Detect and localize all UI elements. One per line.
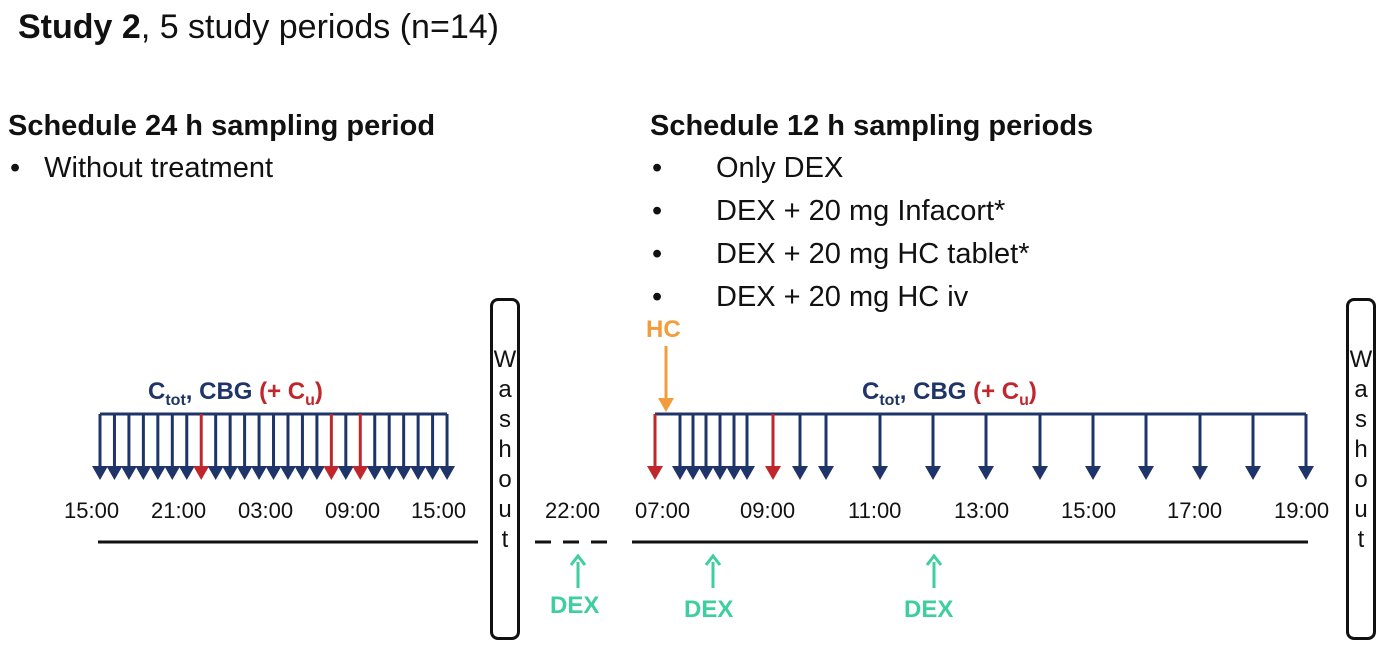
washout-letter: o [1354,466,1368,493]
sampling-arrow-head [381,466,398,480]
washout-letter: a [498,376,512,403]
sampling-arrow-head [236,466,253,480]
sampling-arrow-head [135,466,152,480]
right-heading: Schedule 12 h sampling periods [650,110,1094,142]
sampling-arrow-head [1192,466,1208,480]
washout-letter: t [501,526,509,553]
washout-letter: s [1355,406,1367,433]
sampling-label-right: Ctot, CBG (+ Cu) [862,378,1037,409]
sampling-arrow-head [1298,466,1314,480]
sampling-arrow-head [294,466,311,480]
sampling-arrow-head [251,466,268,480]
washout-letter: h [1354,436,1368,463]
washout-letter: o [498,466,512,493]
dex-arrow-head [704,553,722,566]
page-title: Study 2, 5 study periods (n=14) [18,8,499,46]
washout-letter: u [1354,496,1368,523]
dex-label: DEX [550,592,600,619]
sampling-arrow-head [337,466,354,480]
sampling-arrow-head [106,466,123,480]
tick-label: 19:00 [1274,498,1330,523]
tick-label: 21:00 [151,498,207,523]
sampling-arrow-head [222,466,239,480]
sampling-arrow-head [712,466,728,480]
sampling-arrow-head [978,466,994,480]
dex-label: DEX [904,596,954,623]
washout-letter: W [1349,346,1373,373]
sampling-arrow-head [410,466,427,480]
tick-label: 15:00 [64,498,120,523]
sampling-arrow-head [265,466,282,480]
sampling-arrow-head [120,466,137,480]
right-item: • Only DEX [652,152,844,184]
sampling-arrow-head [792,466,808,480]
hc-label: HC [646,316,681,343]
sampling-arrow-head [765,466,781,480]
sampling-arrow-head [308,466,325,480]
sampling-arrow-head [1085,466,1101,480]
sampling-arrow-head [366,466,383,480]
sampling-arrow-head [352,466,369,480]
dex-label: DEX [684,596,734,623]
sampling-arrow-head [726,466,742,480]
sampling-arrow-head [739,466,755,480]
sampling-arrow-head [1032,466,1048,480]
tick-label: 15:00 [411,498,467,523]
washout-letter: t [1357,526,1365,553]
sampling-arrow-head [279,466,296,480]
sampling-arrow-head [193,466,210,480]
sampling-arrow-head [647,466,663,480]
sampling-arrow-head [149,466,166,480]
washout-letter: h [498,436,512,463]
right-item: • DEX + 20 mg Infacort* [652,195,1006,227]
tick-label: 09:00 [325,498,381,523]
washout-letter: a [1354,376,1368,403]
tick-label: 07:00 [635,498,691,523]
dex-arrow-head [925,553,943,566]
sampling-arrow-head [92,466,108,480]
sampling-arrow-head [672,466,688,480]
washout-letter: s [499,406,511,433]
sampling-arrow-head [323,466,340,480]
sampling-arrow-head [178,466,195,480]
sampling-arrow-head [925,466,941,480]
sampling-arrow-head [164,466,181,480]
washout-letter: W [493,346,517,373]
sampling-arrow-head [207,466,224,480]
tick-label: 11:00 [848,498,902,523]
left-heading: Schedule 24 h sampling period [8,110,436,142]
right-item: • DEX + 20 mg HC tablet* [652,238,1030,270]
sampling-arrow-head [424,466,441,480]
tick-label: 03:00 [238,498,294,523]
sampling-arrow-head [685,466,701,480]
sampling-arrow-head [872,466,888,480]
left-item: • Without treatment [10,152,274,184]
sampling-label-left: Ctot, CBG (+ Cu) [148,378,323,409]
tick-label: 09:00 [740,498,796,523]
sampling-arrow-head [439,466,456,480]
sampling-arrow-head [698,466,714,480]
washout-letter: u [498,496,512,523]
sampling-arrow-head [818,466,834,480]
sampling-arrow-head [1245,466,1261,480]
sampling-arrow-head [395,466,412,480]
right-item: • DEX + 20 mg HC iv [652,281,969,313]
tick-label: 15:00 [1061,498,1117,523]
tick-label: 22:00 [545,498,601,523]
dex-arrow-head [569,553,587,566]
tick-label: 13:00 [954,498,1010,523]
tick-label: 17:00 [1167,498,1223,523]
hc-arrow-head [658,398,674,412]
sampling-arrow-head [1138,466,1154,480]
